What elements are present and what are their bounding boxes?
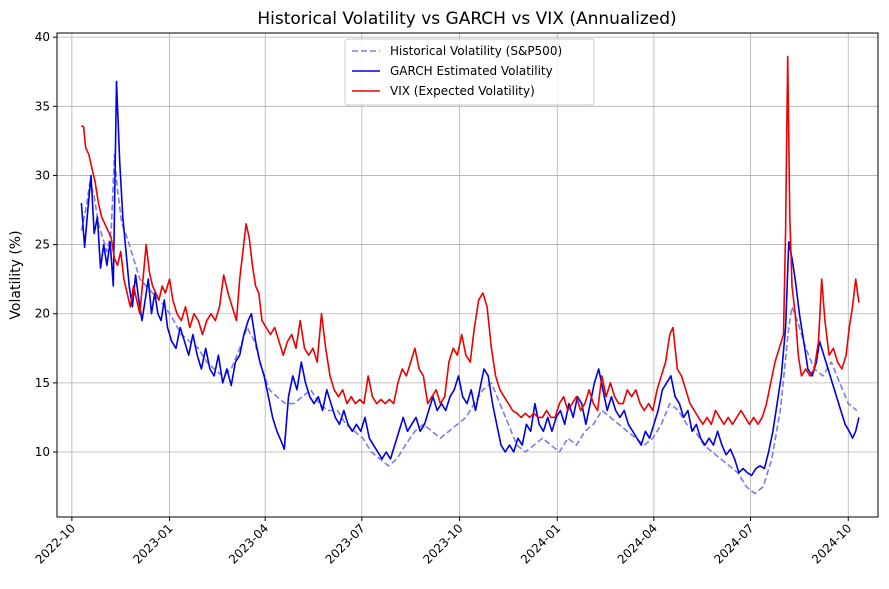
x-tick-label: 2023-01: [130, 521, 175, 566]
y-tick-label: 10: [35, 445, 50, 459]
y-axis-title: Volatility (%): [8, 230, 24, 319]
y-tick-label: 30: [35, 168, 50, 182]
y-tick-label: 35: [35, 99, 50, 113]
x-tick-label: 2023-10: [420, 521, 465, 566]
legend-label: VIX (Expected Volatility): [390, 84, 535, 98]
legend-label: GARCH Estimated Volatility: [390, 64, 553, 78]
legend: Historical Volatility (S&P500) GARCH Esti…: [344, 38, 595, 106]
x-tick-label: 2022-10: [33, 521, 78, 566]
x-tick-label: 2023-07: [323, 521, 368, 566]
x-tick-label: 2023-04: [226, 521, 271, 566]
series-line-2: [80, 80, 860, 477]
grid: [57, 33, 878, 517]
plot-frame: [56, 32, 879, 518]
x-tick-label: 2024-07: [711, 521, 756, 566]
y-tick-label: 40: [35, 30, 50, 44]
series-line-1: [80, 153, 858, 495]
x-tick-label: 2024-04: [615, 521, 660, 566]
series-line-3: [80, 55, 860, 426]
y-axis: 10 15 20 25 30 35 40: [35, 30, 57, 459]
x-tick-label: 2024-01: [518, 521, 563, 566]
y-tick-label: 20: [35, 307, 50, 321]
y-tick-label: 25: [35, 238, 50, 252]
plot-lines: [80, 55, 860, 495]
legend-label: Historical Volatility (S&P500): [390, 44, 562, 58]
x-axis: 2022-10 2023-01 2023-04 2023-07 2023-10 2024-…: [33, 517, 854, 567]
legend-box: [344, 38, 595, 106]
x-tick-label: 2024-10: [809, 521, 854, 566]
chart-title: Historical Volatility vs GARCH vs VIX (A…: [257, 9, 676, 29]
y-tick-label: 15: [35, 376, 50, 390]
